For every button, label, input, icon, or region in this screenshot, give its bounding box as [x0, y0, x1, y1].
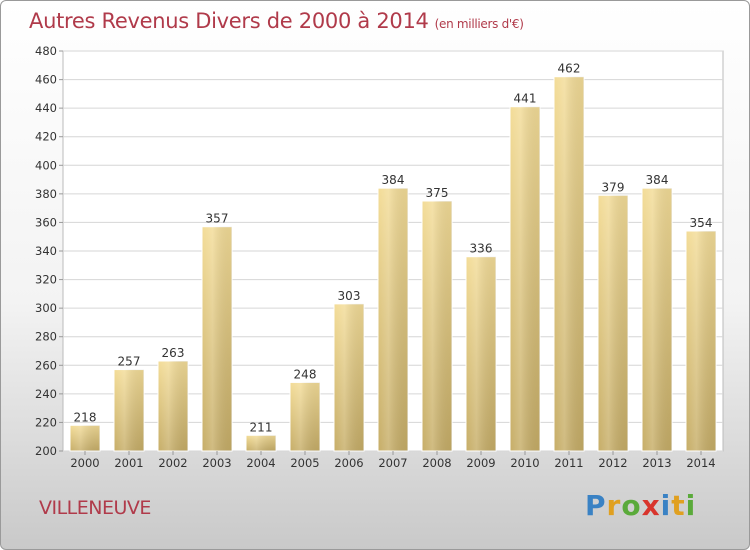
x-tick-label: 2007 [378, 456, 407, 470]
y-tick-label: 380 [35, 187, 57, 201]
x-tick-label: 2006 [334, 456, 363, 470]
bar-shading [246, 435, 276, 451]
title-text: Autres Revenus Divers de 2000 à 2014 [29, 9, 429, 33]
data-label: 218 [74, 410, 97, 424]
data-label: 384 [382, 173, 405, 187]
y-tick-label: 300 [35, 301, 57, 315]
bar-shading [686, 231, 716, 451]
x-tick-label: 2013 [642, 456, 671, 470]
x-tick-label: 2010 [510, 456, 539, 470]
bar-shading [290, 382, 320, 451]
data-label: 336 [470, 242, 493, 256]
y-tick-label: 340 [35, 244, 57, 258]
x-tick-label: 2004 [246, 456, 275, 470]
x-tick-label: 2014 [686, 456, 715, 470]
x-tick-label: 2005 [290, 456, 319, 470]
data-label: 384 [646, 173, 669, 187]
bar-shading [598, 195, 628, 451]
y-tick-label: 280 [35, 330, 57, 344]
bar-shading [554, 76, 584, 451]
bar-shading [378, 188, 408, 451]
x-tick-label: 2009 [466, 456, 495, 470]
logo-letter: r [606, 489, 622, 522]
data-label: 248 [294, 367, 317, 381]
x-tick-label: 2012 [598, 456, 627, 470]
data-label: 257 [118, 355, 141, 369]
y-tick-label: 360 [35, 215, 57, 229]
y-axis: 200 220 240 260 280 300 320 340 360 380 400 420 440 4… [35, 44, 63, 458]
data-label: 354 [690, 216, 713, 230]
bar-shading [642, 188, 672, 451]
y-tick-label: 480 [35, 44, 57, 58]
y-tick-label: 420 [35, 130, 57, 144]
x-tick-label: 2002 [158, 456, 187, 470]
x-tick-label: 2011 [554, 456, 583, 470]
bar-shading [466, 256, 496, 451]
logo-letter: x [641, 489, 661, 522]
bars: 218 257 263 357 211 248 303 384 375 336 441 462 379 3… [69, 62, 717, 452]
bar-shading [202, 226, 232, 451]
x-tick-label: 2008 [422, 456, 451, 470]
bar-shading [114, 369, 144, 451]
logo-letter: i [685, 489, 697, 522]
data-label: 375 [426, 186, 449, 200]
y-tick-label: 460 [35, 73, 57, 87]
chart-title: Autres Revenus Divers de 2000 à 2014 (en … [29, 9, 524, 33]
data-label: 211 [250, 420, 273, 434]
proxiti-logo: Proxiti [585, 489, 696, 522]
bar-shading [70, 425, 100, 451]
y-tick-label: 400 [35, 158, 57, 172]
y-tick-label: 220 [35, 415, 57, 429]
data-label: 303 [338, 289, 361, 303]
data-label: 357 [206, 212, 229, 226]
bar-shading [334, 303, 364, 451]
data-label: 462 [558, 62, 581, 76]
y-tick-label: 240 [35, 387, 57, 401]
data-label: 379 [602, 180, 625, 194]
logo-letter: i [660, 489, 672, 522]
data-label: 441 [514, 92, 537, 106]
x-axis: 2000 2001 2002 2003 2004 2005 2006 2007 2008 2009… [70, 451, 716, 470]
x-tick-label: 2003 [202, 456, 231, 470]
x-tick-label: 2001 [114, 456, 143, 470]
x-tick-label: 2000 [70, 456, 99, 470]
chart-subtitle: (en milliers d'€) [434, 17, 524, 31]
y-tick-label: 200 [35, 444, 57, 458]
y-tick-label: 320 [35, 273, 57, 287]
logo-letter: t [671, 489, 686, 522]
data-label: 263 [162, 346, 185, 360]
location-label: VILLENEUVE [39, 497, 151, 519]
y-tick-label: 260 [35, 358, 57, 372]
logo-letter: o [621, 489, 642, 522]
bar-shading [422, 201, 452, 451]
bar-shading [158, 361, 188, 451]
logo-letter: P [585, 489, 607, 522]
y-tick-label: 440 [35, 101, 57, 115]
bar-shading [510, 106, 540, 451]
